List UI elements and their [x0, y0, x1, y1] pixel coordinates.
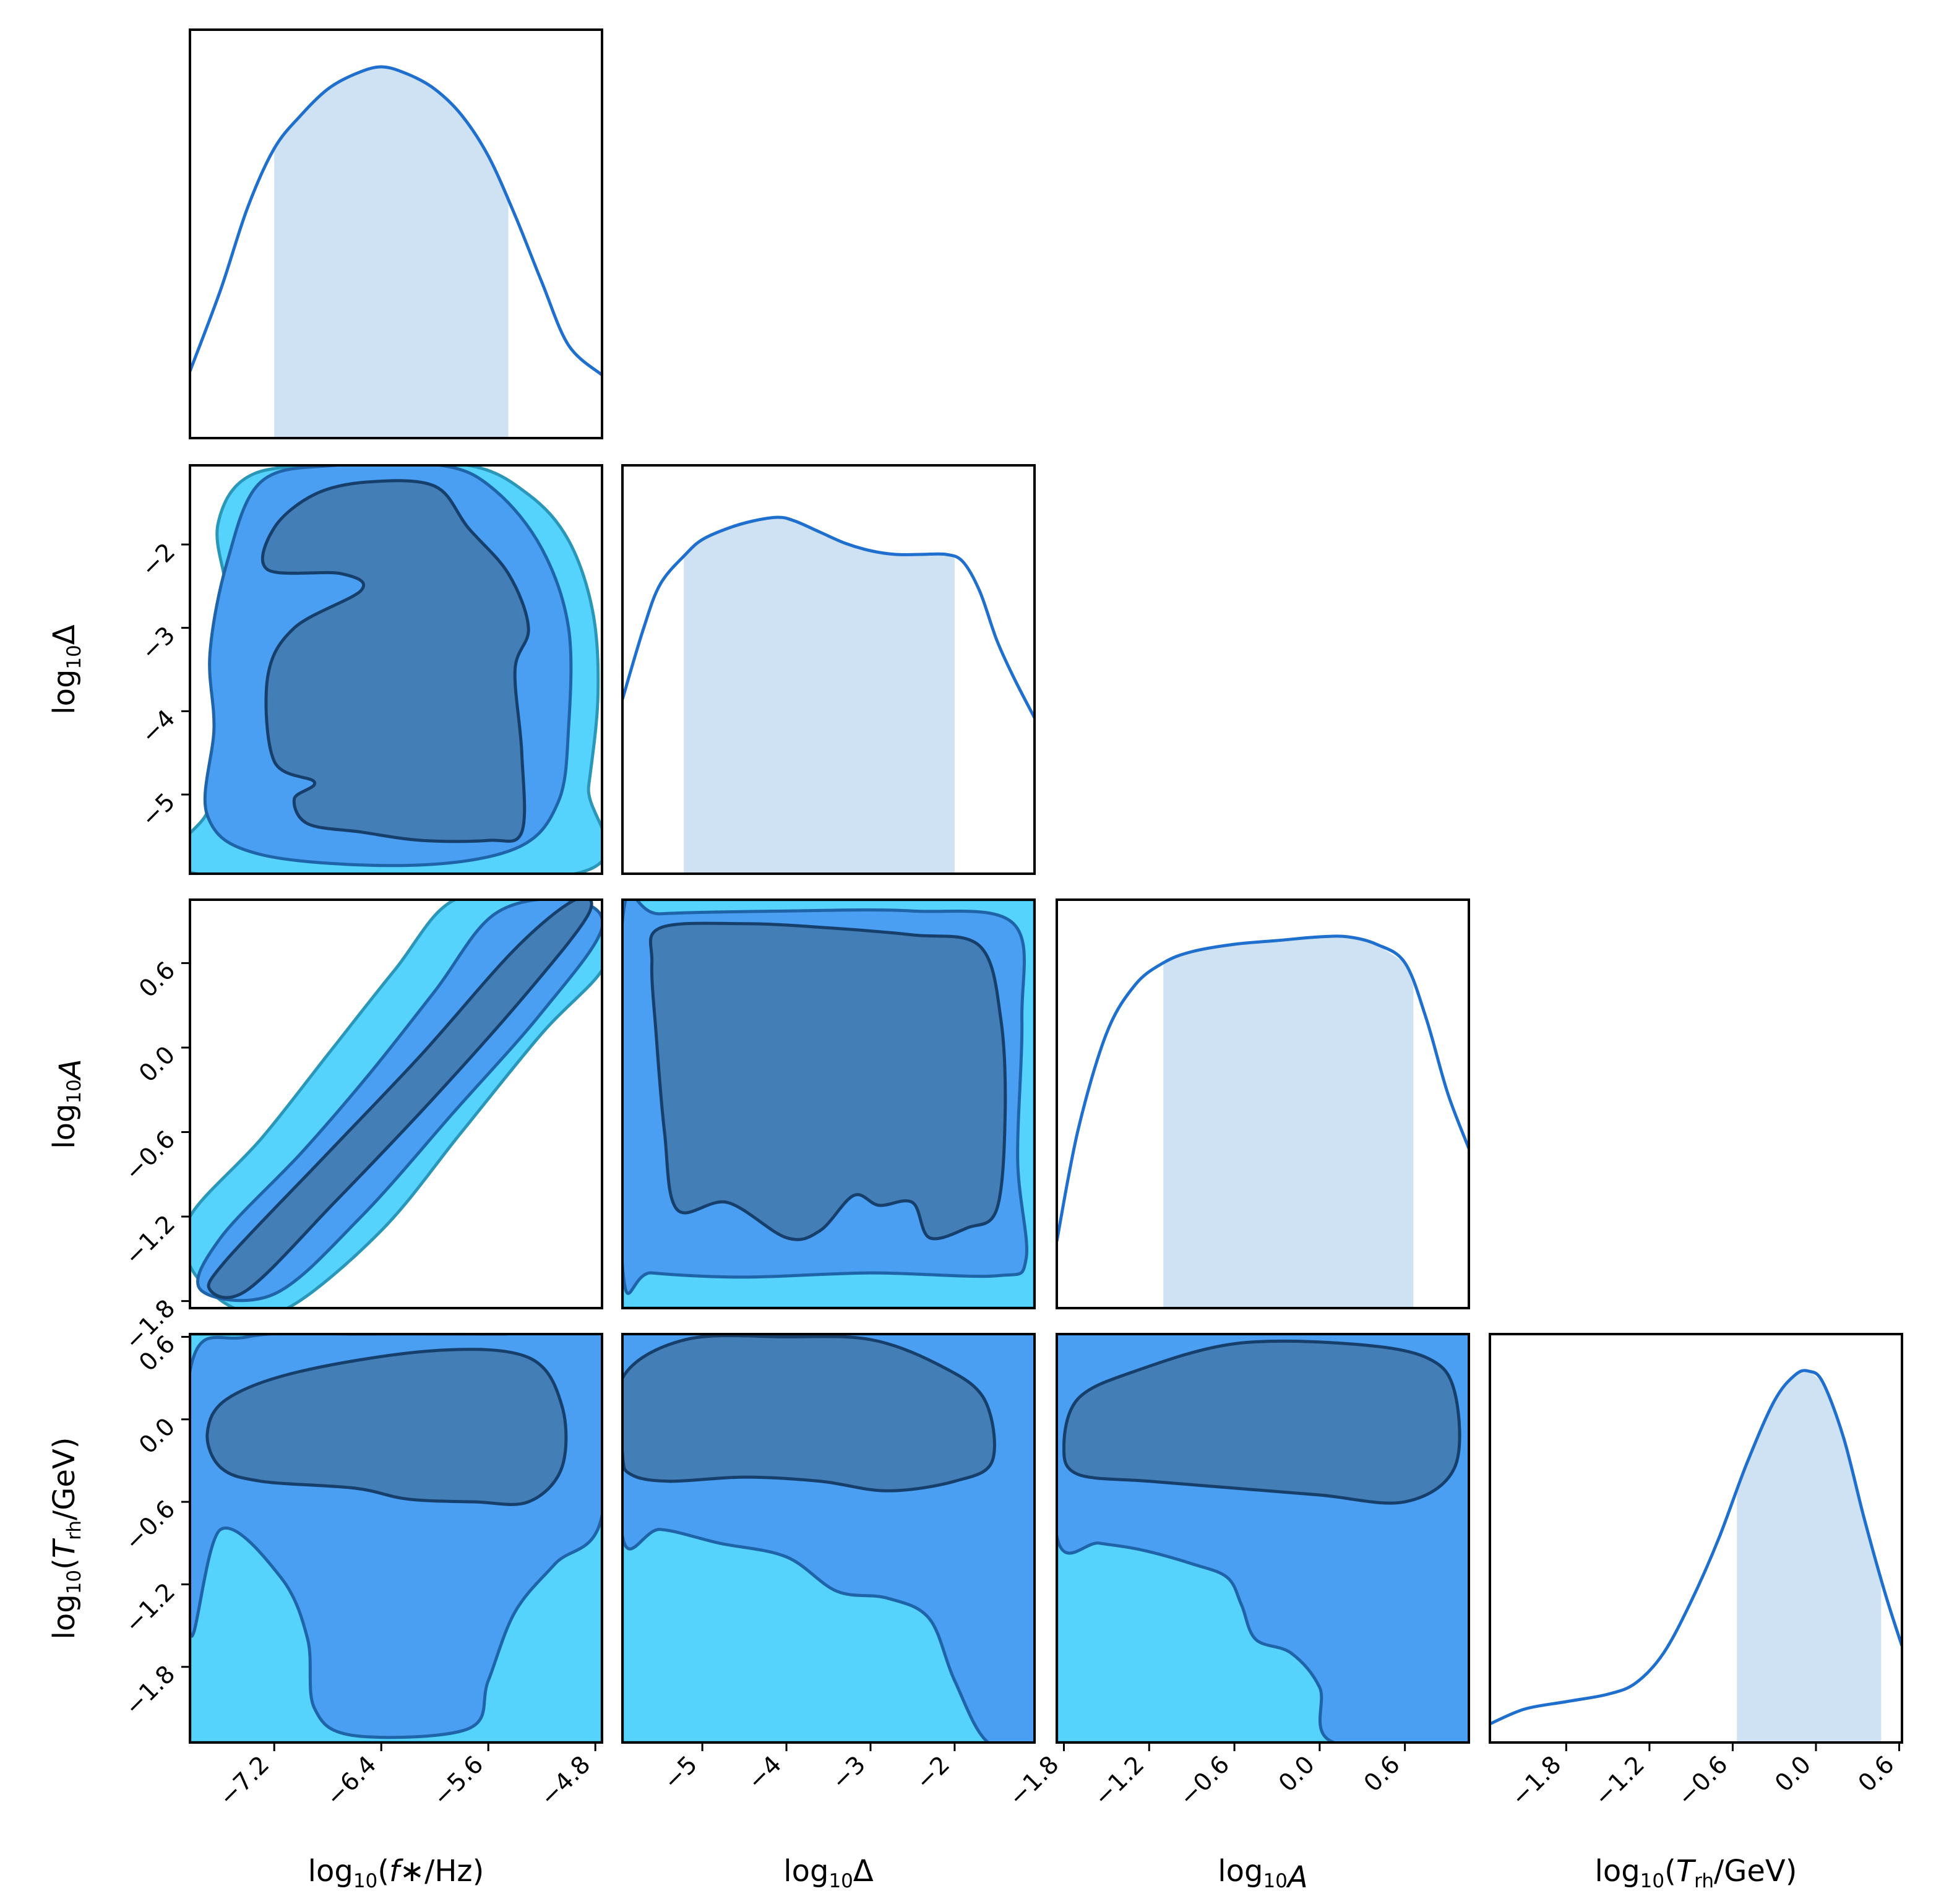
posterior-curve [1490, 1369, 1902, 1726]
panel-frame [1489, 1333, 1903, 1744]
contour-panel-log10_fstar-log10_Trh [189, 1333, 603, 1744]
panel-frame [189, 898, 603, 1309]
x-tick-label: −5 [658, 1751, 703, 1795]
panel-frame [621, 898, 1036, 1309]
panel-frame [189, 28, 603, 439]
x-tick-label: 0.0 [1273, 1751, 1320, 1798]
y-axis-label: log10(Trh/GeV) [47, 1437, 85, 1639]
contour-level-3 [648, 921, 1007, 1241]
posterior-panel-log10_Trh [1489, 1333, 1903, 1744]
posterior-curve [622, 515, 1035, 719]
panel-frame [189, 464, 603, 875]
credible-interval-band [1163, 937, 1414, 1308]
y-tick-label: −1.8 [119, 1660, 181, 1721]
contour-panel-log10_Delta-log10_A [621, 898, 1036, 1309]
y-tick-label: 0.0 [134, 1413, 181, 1460]
x-tick-label: −4 [742, 1751, 787, 1795]
contour-panel-log10_Delta-log10_Trh [621, 1333, 1036, 1744]
x-tick-label: −3 [827, 1751, 871, 1795]
y-tick-label: 0.6 [134, 957, 181, 1004]
x-tick-label: 0.6 [1359, 1751, 1406, 1798]
contour-level-3 [622, 1334, 996, 1493]
credible-interval-band [1737, 1371, 1882, 1742]
x-tick-label: 0.6 [1853, 1751, 1900, 1798]
y-tick-label: −3 [136, 621, 181, 666]
y-tick-label: −5 [136, 788, 181, 832]
x-tick-label: −1.8 [1506, 1751, 1567, 1812]
y-tick-label: −1.2 [119, 1210, 181, 1271]
y-axis-label: log10A [47, 1059, 88, 1148]
y-tick-label: −4 [136, 705, 181, 749]
x-tick-label: −0.6 [1672, 1751, 1734, 1812]
contour-panel-log10_fstar-log10_A [189, 898, 603, 1309]
contour-level-3 [207, 900, 593, 1299]
panel-frame [621, 1333, 1036, 1744]
y-tick-label: −0.6 [119, 1495, 181, 1556]
contour-level-3 [260, 479, 530, 843]
y-tick-label: −1.2 [119, 1578, 181, 1639]
x-tick-label: −7.2 [214, 1751, 275, 1812]
x-tick-label: −4.8 [535, 1751, 596, 1812]
posterior-curve [190, 65, 602, 376]
y-axis-label: log10Δ [47, 624, 85, 715]
posterior-panel-log10_A [1056, 898, 1470, 1309]
posterior-panel-log10_fstar [189, 28, 603, 439]
x-axis-log10_Trh: −1.8 −1.2 −0.6 0.0 0.6 log10(Trh/GeV) [1506, 1742, 1901, 1892]
posterior-curve [1057, 934, 1469, 1242]
x-axis-log10_fstar: −7.2 −6.4 −5.6 −4.8 log10(f∗/Hz) [214, 1742, 596, 1892]
credible-interval-band [274, 67, 509, 438]
x-tick-label: −5.6 [428, 1751, 489, 1812]
panel-frame [621, 464, 1036, 875]
x-axis-log10_Delta: −5 −4 −3 −2 log10Δ [658, 1742, 956, 1892]
x-axis-log10_A: −1.8 −1.2 −0.6 0.0 0.6 log10A [1004, 1742, 1406, 1895]
contour-level-3 [1062, 1339, 1461, 1505]
x-tick-label: −2 [910, 1751, 955, 1795]
panel-frame [1056, 1333, 1470, 1744]
y-axis-log10_Delta: −5 −4 −3 −2 log10Δ [47, 538, 190, 833]
y-tick-label: 0.0 [134, 1041, 181, 1088]
x-tick-label: 0.0 [1770, 1751, 1817, 1798]
contour-level-3 [205, 1348, 568, 1506]
x-tick-label: −6.4 [321, 1751, 382, 1812]
y-tick-label: −0.6 [119, 1126, 181, 1187]
x-tick-label: −0.6 [1174, 1751, 1235, 1812]
x-tick-label: −1.2 [1089, 1751, 1150, 1812]
contour-panel-log10_A-log10_Trh [1056, 1333, 1470, 1744]
x-axis-label: log10A [1218, 1854, 1307, 1895]
y-tick-label: −2 [136, 538, 181, 582]
panel-frame [1056, 898, 1470, 1309]
panel-frame [189, 1333, 603, 1744]
posterior-panel-log10_Delta [621, 464, 1036, 875]
x-tick-label: −1.2 [1589, 1751, 1650, 1812]
contour-panel-log10_fstar-log10_Delta [189, 464, 603, 875]
credible-interval-band [684, 517, 955, 874]
x-axis-label: log10(f∗/Hz) [308, 1854, 484, 1892]
x-axis-label: log10Δ [783, 1854, 874, 1892]
x-tick-label: −1.8 [1004, 1751, 1065, 1812]
x-axis-label: log10(Trh/GeV) [1594, 1854, 1797, 1892]
